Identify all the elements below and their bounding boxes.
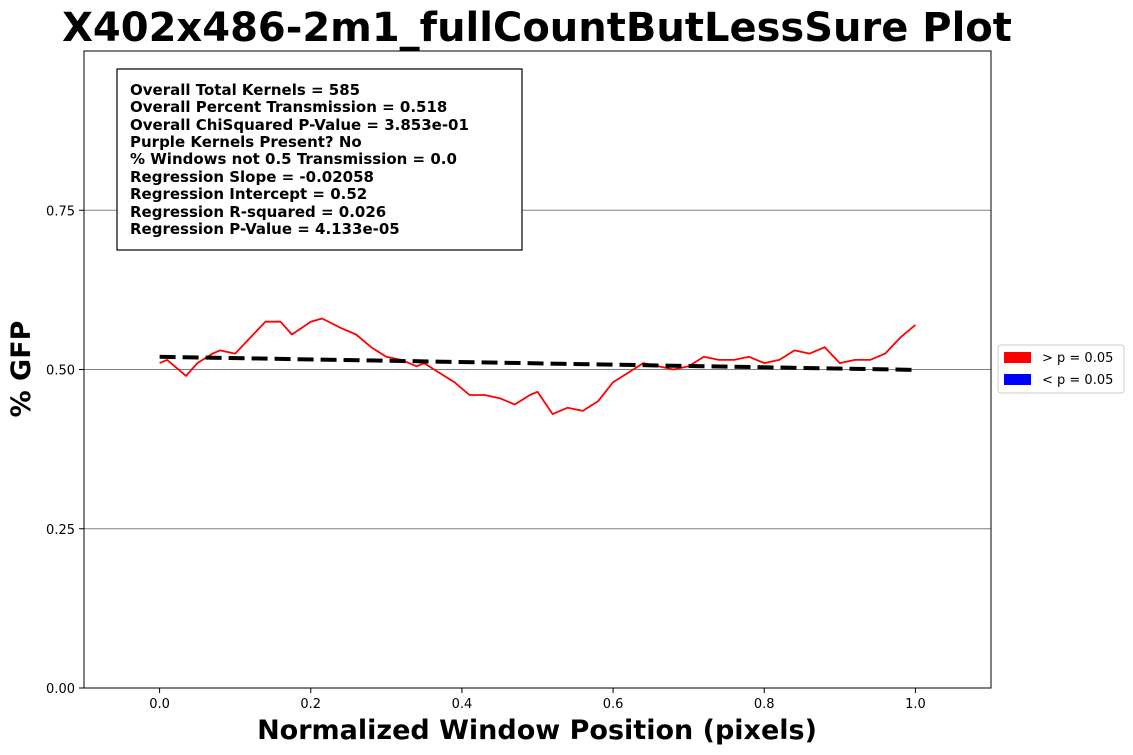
- y-tick-label: 0.25: [46, 523, 75, 538]
- x-tick-label: 1.0: [905, 697, 926, 712]
- stats-box: Overall Total Kernels = 585 Overall Perc…: [116, 68, 523, 251]
- legend: > p = 0.05 < p = 0.05: [997, 344, 1125, 394]
- stats-line: Regression R-squared = 0.026: [130, 203, 386, 221]
- y-axis-label: % GFP: [6, 321, 37, 418]
- stats-box-frame: [116, 68, 523, 251]
- y-axis-ticks: 0.00 0.25 0.50 0.75: [46, 204, 84, 697]
- legend-swatch: [1004, 374, 1031, 385]
- stats-line: % Windows not 0.5 Transmission = 0.0: [130, 150, 457, 168]
- legend-label: > p = 0.05: [1042, 351, 1113, 366]
- x-tick-label: 0.2: [300, 697, 321, 712]
- stats-line: Purple Kernels Present? No: [130, 133, 362, 151]
- series-line-transmission: [159, 317, 916, 416]
- data-layer: [159, 317, 916, 416]
- stats-line: Overall ChiSquared P-Value = 3.853e-01: [130, 116, 469, 134]
- x-axis-label: Normalized Window Position (pixels): [257, 715, 817, 746]
- x-tick-label: 0.4: [452, 697, 473, 712]
- legend-label: < p = 0.05: [1042, 373, 1113, 388]
- y-tick-label: 0.00: [46, 682, 75, 697]
- x-axis-ticks: 0.0 0.2 0.4 0.6 0.8 1.0: [149, 688, 926, 712]
- x-tick-label: 0.0: [149, 697, 170, 712]
- x-tick-label: 0.8: [754, 697, 775, 712]
- stats-line: Regression Slope = -0.02058: [130, 168, 374, 186]
- stats-line: Regression P-Value = 4.133e-05: [130, 220, 400, 238]
- chart-title: X402x486-2m1_fullCountButLessSure Plot: [62, 5, 1012, 51]
- stats-line: Overall Total Kernels = 585: [130, 81, 360, 99]
- y-tick-label: 0.50: [46, 364, 75, 379]
- regression-line: [159, 354, 916, 372]
- stats-line: Overall Percent Transmission = 0.518: [130, 98, 447, 116]
- x-tick-label: 0.6: [603, 697, 624, 712]
- y-tick-label: 0.75: [46, 204, 75, 219]
- legend-swatch: [1004, 352, 1031, 363]
- stats-line: Regression Intercept = 0.52: [130, 185, 367, 203]
